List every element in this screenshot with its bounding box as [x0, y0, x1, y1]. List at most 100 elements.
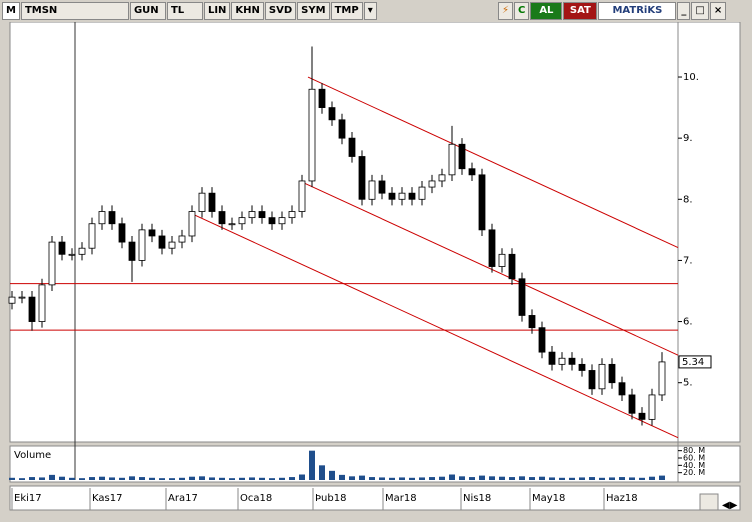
maximize[interactable]: □ [691, 2, 709, 20]
candle-body [18, 296, 26, 299]
dropdown[interactable]: ▾ [363, 2, 377, 20]
volume-bar [399, 477, 405, 480]
nav-arrows[interactable]: ◀▶ [722, 500, 738, 511]
toolbar-button[interactable]: SYM [297, 2, 330, 20]
volume-bar [119, 477, 125, 480]
volume-bar [169, 478, 175, 480]
candle-body [408, 192, 416, 200]
reload[interactable]: C [514, 2, 530, 20]
candle-body [468, 168, 476, 176]
candle-body [28, 296, 36, 322]
last-price-box [678, 355, 712, 369]
symbol-box[interactable]: TMSN [20, 2, 129, 20]
volume-bar [409, 477, 415, 480]
volume-tick-label: 60. M [683, 454, 705, 463]
x-tick-label: Kas17 [92, 493, 122, 504]
volume-bar [629, 477, 635, 480]
volume-bar [39, 477, 45, 480]
volume-bar [259, 477, 265, 480]
volume-bar [69, 477, 75, 480]
candle-body [488, 229, 496, 267]
volume-bar [239, 477, 245, 480]
toolbar-button[interactable]: GUN [129, 2, 166, 20]
volume-tick-label: 80. M [683, 446, 705, 455]
candle-body [68, 253, 76, 256]
volume-bar [339, 474, 345, 480]
volume-bar [449, 474, 455, 480]
volume-bar [229, 478, 235, 480]
candle-body [398, 192, 406, 200]
volume-bar [429, 477, 435, 480]
toolbar-button[interactable]: LIN [203, 2, 231, 20]
logo[interactable]: M [2, 2, 20, 20]
candle-body [428, 180, 436, 188]
candle-body [558, 357, 566, 365]
volume-bar [379, 477, 385, 480]
volume-bar [159, 478, 165, 480]
volume-bar [99, 476, 105, 480]
scroll-button[interactable] [699, 493, 719, 511]
volume-bar [289, 477, 295, 480]
volume-bar [219, 477, 225, 480]
volume-bar [129, 476, 135, 480]
volume-bar [479, 475, 485, 480]
y-tick-label: 5. [683, 378, 693, 389]
volume-bar [649, 476, 655, 480]
candle-body [358, 156, 366, 200]
price-panel [9, 22, 741, 443]
candle-body [608, 363, 616, 384]
candle-body [538, 327, 546, 353]
sell-button[interactable]: SAT [563, 2, 598, 20]
button-group: GUN TL LIN KHN SVD SYM TMP [129, 2, 364, 20]
toolbar-button[interactable]: TL [166, 2, 203, 20]
candle-body [418, 186, 426, 200]
volume-bar [659, 475, 665, 480]
candle-body [218, 211, 226, 225]
volume-bar [599, 477, 605, 480]
volume-bar [549, 477, 555, 480]
candle-body [548, 351, 556, 365]
y-tick-label: 6. [683, 317, 693, 328]
buy-button[interactable]: AL [530, 2, 563, 20]
y-tick-label: 7. [683, 255, 693, 266]
candle-body [338, 119, 346, 139]
candle-body [88, 223, 96, 249]
candle-body [158, 235, 166, 249]
volume-bar [579, 477, 585, 480]
candle-body [288, 211, 296, 219]
candle-body [308, 88, 316, 182]
volume-bar [369, 477, 375, 480]
candle-body [518, 278, 526, 316]
volume-label: Volume [14, 450, 51, 461]
candle-body [628, 394, 636, 414]
candle-body [118, 223, 126, 243]
toolbar-button[interactable]: KHN [231, 2, 264, 20]
refresh[interactable]: ⚡ [498, 2, 514, 20]
toolbar-button[interactable]: TMP [330, 2, 363, 20]
volume-bar [639, 477, 645, 480]
volume-panel [9, 445, 741, 483]
volume-bar [329, 470, 335, 480]
last-price-label: 5.34 [682, 357, 704, 368]
candle-body [618, 382, 626, 396]
volume-bar [439, 476, 445, 480]
y-tick-label: 9. [683, 133, 693, 144]
candle-body [508, 253, 516, 280]
candle-body [278, 217, 286, 225]
minimize[interactable]: _ [677, 2, 691, 20]
volume-bar [469, 477, 475, 480]
toolbar-right: ⚡ C AL SAT MATRiKS _ □ × [498, 2, 727, 20]
candle-body [498, 253, 506, 267]
volume-bar [269, 478, 275, 480]
candle-body [638, 412, 646, 420]
candle-body [38, 284, 46, 322]
volume-bar [109, 477, 115, 480]
candle-body [478, 174, 486, 231]
x-tick-label: Mar18 [385, 493, 417, 504]
toolbar-button[interactable]: SVD [264, 2, 297, 20]
candle-body [378, 180, 386, 194]
close[interactable]: × [709, 2, 727, 20]
candle-body [298, 180, 306, 212]
volume-bar [299, 474, 305, 480]
